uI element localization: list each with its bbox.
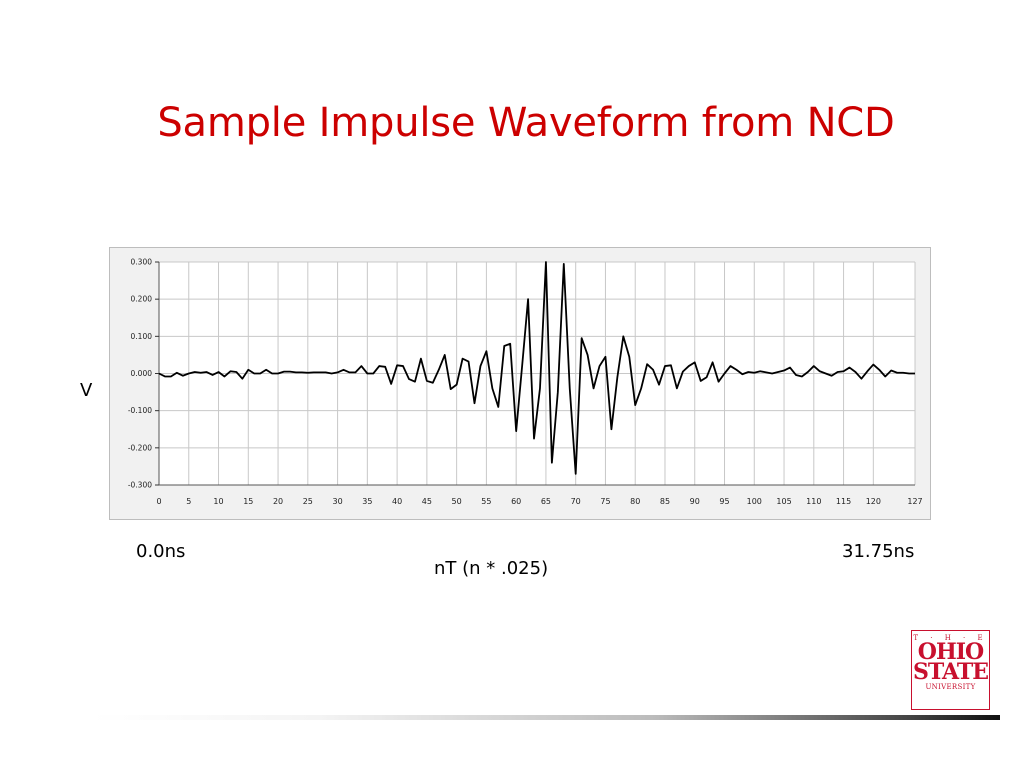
y-tick-label: 0.100 xyxy=(131,332,153,341)
grid-lines xyxy=(158,261,916,486)
x-tick-label: 55 xyxy=(481,497,491,506)
x-tick-label: 105 xyxy=(776,497,791,506)
series-layer xyxy=(158,261,915,475)
logo-line-the: T · H · E xyxy=(913,634,988,642)
y-tick-label: 0.200 xyxy=(131,295,153,304)
x-start-label: 0.0ns xyxy=(136,541,186,562)
x-tick-label: 20 xyxy=(273,497,283,506)
x-tick-label: 40 xyxy=(392,497,402,506)
x-tick-label: 0 xyxy=(156,497,161,506)
y-tick-label: -0.100 xyxy=(128,406,152,415)
x-tick-label: 95 xyxy=(719,497,729,506)
x-tick-label: 65 xyxy=(541,497,551,506)
x-tick-label: 50 xyxy=(452,497,462,506)
x-tick-label: 60 xyxy=(511,497,521,506)
x-tick-label: 25 xyxy=(303,497,313,506)
logo-line-university: UNIVERSITY xyxy=(925,683,976,691)
x-tick-label: 35 xyxy=(362,497,372,506)
logo-line-ohio: OHIO xyxy=(917,639,984,665)
x-axis-title: nT (n * .025) xyxy=(434,558,549,579)
y-tick-label: -0.200 xyxy=(128,443,152,452)
chart-panel: 0.300 0.200 0.100 0.000 -0.100 -0.200 -0.300 0… xyxy=(109,247,931,520)
x-tick-label: 115 xyxy=(836,497,851,506)
x-end-label: 31.75ns xyxy=(842,541,915,562)
x-tick-label: 30 xyxy=(332,497,342,506)
y-tick-label: 0.000 xyxy=(131,369,153,378)
series-line xyxy=(158,261,915,475)
x-tick-label: 110 xyxy=(806,497,821,506)
y-axis-label: V xyxy=(80,380,93,401)
x-tick-label: 120 xyxy=(866,497,881,506)
x-tick-label: 127 xyxy=(907,497,922,506)
y-tick-label: 0.300 xyxy=(131,258,153,267)
x-tick-label: 10 xyxy=(213,497,223,506)
x-tick-label: 45 xyxy=(422,497,432,506)
waveform-chart: 0.300 0.200 0.100 0.000 -0.100 -0.200 -0.300 0… xyxy=(128,258,923,507)
logo-line-state: STATE xyxy=(912,659,989,685)
y-tick-label: -0.300 xyxy=(128,481,152,490)
x-tick-label: 70 xyxy=(571,497,581,506)
x-tick-label: 15 xyxy=(243,497,253,506)
x-tick-labels: 0 5 10 15 20 25 30 35 40 45 50 55 60 65 70 75 80 85 90 95 10… xyxy=(156,497,922,506)
osu-logo: T · H · E OHIO STATE UNIVERSITY xyxy=(911,630,990,710)
x-tick-label: 100 xyxy=(747,497,762,506)
y-tick-labels: 0.300 0.200 0.100 0.000 -0.100 -0.200 -0.300 xyxy=(128,258,152,490)
x-tick-label: 5 xyxy=(186,497,191,506)
x-tick-label: 85 xyxy=(660,497,670,506)
footer-rule xyxy=(92,715,1000,720)
slide-title: Sample Impulse Waveform from NCD xyxy=(157,100,895,146)
x-tick-label: 90 xyxy=(690,497,700,506)
x-tick-label: 80 xyxy=(630,497,640,506)
x-tick-label: 75 xyxy=(600,497,610,506)
